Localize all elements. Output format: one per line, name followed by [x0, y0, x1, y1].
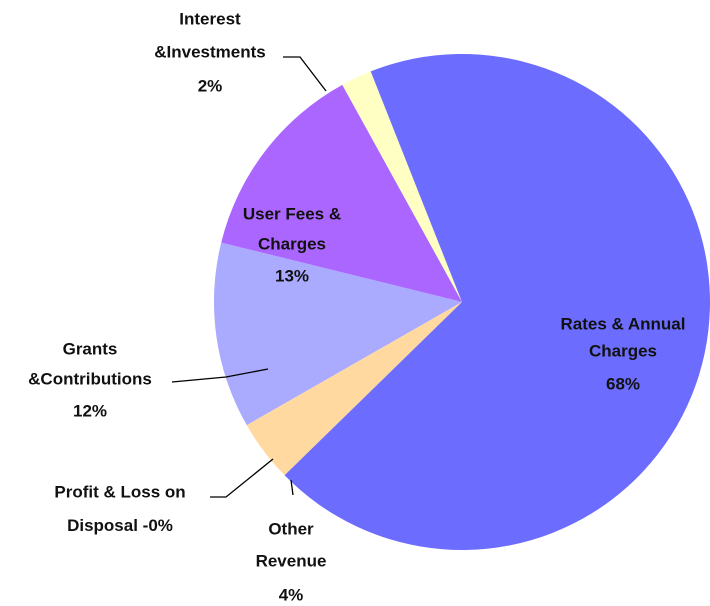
value-label: 13%: [275, 266, 309, 285]
pie-slice: [284, 53, 710, 550]
pie-slice: [221, 84, 462, 302]
category-label: Revenue: [256, 551, 327, 570]
value-label: 2%: [198, 76, 223, 95]
value-label: 68%: [606, 374, 640, 393]
value-label: 4%: [279, 585, 304, 604]
category-label: User Fees &: [243, 204, 341, 223]
category-label: &Investments: [154, 42, 265, 61]
category-label: Grants: [63, 339, 118, 358]
category-label: Charges: [589, 341, 657, 360]
value-label: 12%: [73, 401, 107, 420]
category-label: Rates & Annual: [560, 314, 685, 333]
pie-slice: [342, 71, 462, 302]
category-label: Disposal: [67, 516, 138, 535]
leader-line: [210, 458, 274, 498]
pie-slice: [246, 302, 462, 476]
category-label: Profit & Loss on: [54, 482, 185, 501]
leader-line: [283, 56, 327, 92]
leader-line: [290, 479, 294, 496]
leader-line: [171, 368, 269, 383]
category-label: Charges: [258, 234, 326, 253]
value-label: -0%: [143, 516, 173, 535]
category-label: Interest: [179, 9, 241, 28]
category-label: Other: [268, 519, 314, 538]
pie-slice: [213, 242, 462, 426]
category-label: &Contributions: [28, 369, 152, 388]
slice-label: Disposal -0%: [67, 516, 173, 535]
